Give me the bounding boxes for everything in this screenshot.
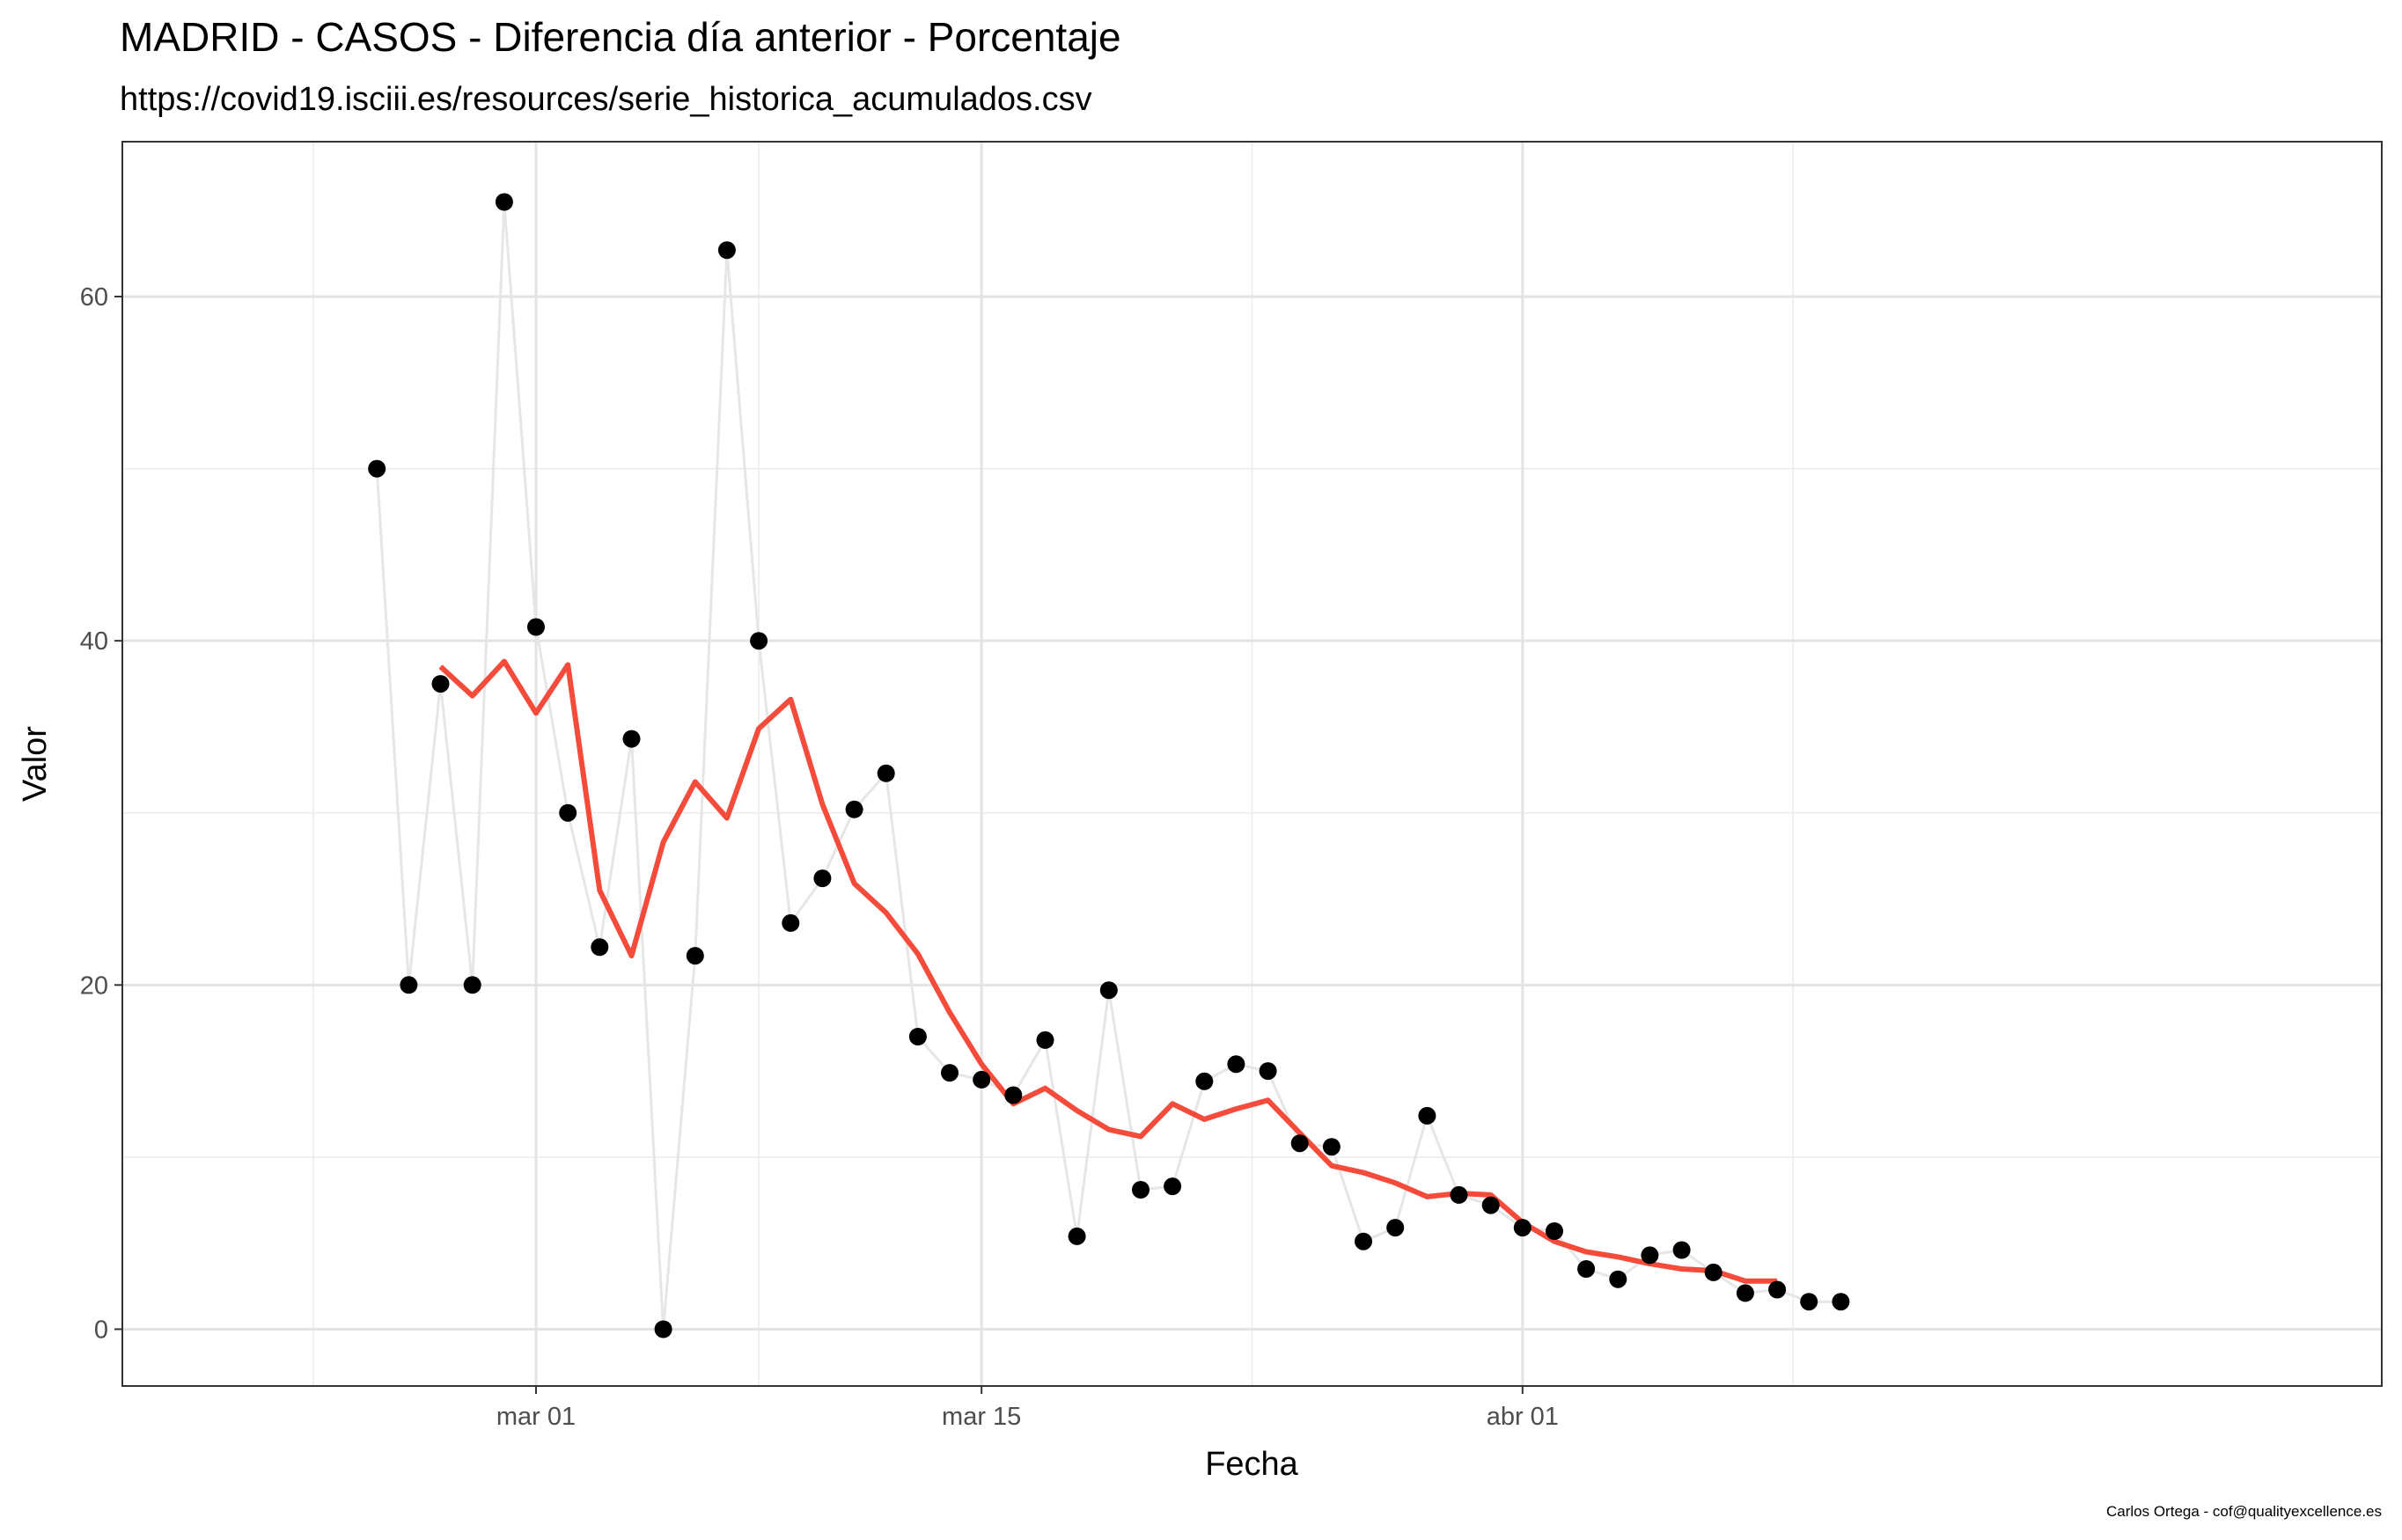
y-tick-label: 40 bbox=[80, 627, 108, 656]
data-point bbox=[591, 938, 609, 957]
data-point bbox=[431, 675, 450, 693]
data-point bbox=[877, 764, 895, 782]
data-point bbox=[973, 1070, 991, 1089]
data-point bbox=[368, 459, 386, 478]
x-tick-label: mar 15 bbox=[942, 1403, 1021, 1431]
data-point bbox=[1450, 1185, 1468, 1204]
data-point bbox=[1036, 1030, 1054, 1049]
y-tick-label: 0 bbox=[94, 1316, 108, 1344]
data-point bbox=[654, 1320, 672, 1338]
data-point bbox=[813, 869, 832, 888]
data-point bbox=[686, 947, 704, 965]
panel-border bbox=[121, 141, 2383, 1387]
smooth-line-group bbox=[438, 658, 1778, 1284]
data-point bbox=[1386, 1219, 1405, 1237]
data-point bbox=[1672, 1241, 1691, 1259]
smooth-line bbox=[438, 658, 1778, 1284]
data-point bbox=[1513, 1219, 1532, 1237]
minor-gridlines bbox=[122, 142, 2382, 1386]
x-tick-label: mar 01 bbox=[496, 1403, 576, 1431]
data-point bbox=[1577, 1260, 1596, 1278]
data-point bbox=[1768, 1280, 1787, 1299]
data-point bbox=[1322, 1138, 1341, 1156]
data-point bbox=[908, 1028, 927, 1045]
data-point bbox=[527, 618, 545, 636]
chart-caption: Carlos Ortega - cof@qualityexcellence.es bbox=[2106, 1503, 2382, 1520]
data-points-group bbox=[368, 193, 1850, 1338]
x-tick-label: abr 01 bbox=[1487, 1403, 1559, 1431]
chart-subtitle: https://covid19.isciii.es/resources/seri… bbox=[120, 81, 1092, 118]
data-point bbox=[400, 976, 418, 994]
data-point bbox=[495, 193, 513, 211]
data-point bbox=[1481, 1196, 1500, 1214]
y-axis: 0 20 40 60 bbox=[80, 283, 122, 1344]
x-axis: mar 01 mar 15 abr 01 bbox=[496, 1386, 1559, 1431]
data-point bbox=[559, 803, 577, 822]
x-axis-title: Fecha bbox=[1205, 1446, 1298, 1483]
data-point bbox=[1832, 1293, 1850, 1311]
data-point bbox=[782, 913, 800, 932]
data-point bbox=[1290, 1134, 1309, 1153]
y-tick-label: 60 bbox=[80, 283, 108, 312]
data-point bbox=[1355, 1232, 1372, 1250]
y-tick-label: 20 bbox=[80, 972, 108, 1000]
data-point bbox=[717, 241, 736, 260]
data-point bbox=[845, 800, 863, 818]
data-point bbox=[1418, 1106, 1436, 1125]
data-point bbox=[622, 730, 641, 748]
data-point bbox=[1609, 1270, 1627, 1288]
data-point bbox=[1800, 1293, 1818, 1311]
data-point bbox=[1259, 1062, 1277, 1081]
y-axis-title: Valor bbox=[17, 726, 54, 802]
data-point bbox=[941, 1064, 959, 1082]
chart-title: MADRID - CASOS - Diferencia día anterior… bbox=[120, 14, 1121, 60]
data-point bbox=[1227, 1055, 1245, 1074]
data-point bbox=[1164, 1177, 1182, 1196]
data-point bbox=[1195, 1072, 1214, 1090]
data-point bbox=[463, 976, 481, 994]
data-point bbox=[1132, 1181, 1150, 1199]
data-point bbox=[1641, 1246, 1659, 1265]
data-point bbox=[1736, 1284, 1754, 1302]
data-point bbox=[1704, 1263, 1723, 1281]
data-point bbox=[1004, 1086, 1023, 1104]
data-point bbox=[1068, 1227, 1086, 1245]
data-point bbox=[750, 632, 768, 650]
data-point bbox=[1546, 1222, 1563, 1240]
major-gridlines bbox=[122, 142, 2382, 1386]
data-point bbox=[1099, 981, 1118, 1000]
